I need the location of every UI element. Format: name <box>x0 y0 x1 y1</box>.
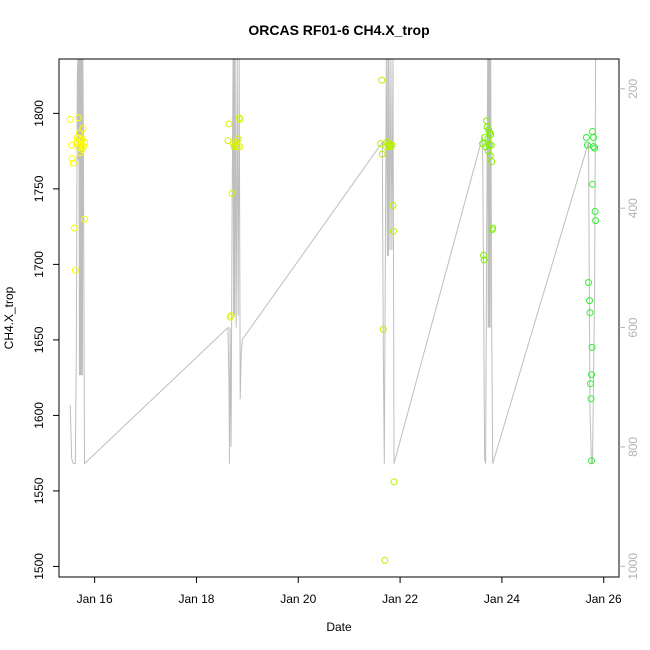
x-tick-label: Jan 24 <box>484 592 520 606</box>
x-tick-label: Jan 26 <box>586 592 622 606</box>
data-point <box>74 114 82 122</box>
x-tick-label: Jan 22 <box>382 592 418 606</box>
x-axis-label: Date <box>326 620 352 634</box>
y-tick-label: 1800 <box>32 100 46 127</box>
data-point <box>387 143 395 151</box>
data-point <box>231 141 239 149</box>
data-point <box>378 76 386 84</box>
pressure-trace-line <box>69 58 597 465</box>
data-point <box>226 313 234 321</box>
data-point <box>236 143 244 151</box>
data-point <box>589 128 596 135</box>
y-tick-label: 1600 <box>32 402 46 429</box>
data-point <box>70 224 78 232</box>
right-tick-label: 800 <box>626 437 640 457</box>
y-tick-label: 1550 <box>32 477 46 504</box>
data-point <box>388 141 396 149</box>
y-tick-label: 1500 <box>32 553 46 580</box>
data-point <box>377 140 385 148</box>
data-point <box>582 134 590 141</box>
data-point <box>588 457 595 465</box>
data-point <box>487 141 495 149</box>
data-point <box>390 227 397 235</box>
y-tick-label: 1750 <box>32 175 46 202</box>
data-point <box>589 180 596 188</box>
y-tick-label: 1650 <box>32 326 46 353</box>
pressure-trace-layer <box>69 58 597 465</box>
x-axis: Jan 16 Jan 18 Jan 20 Jan 22 Jan 24 Jan 26 <box>77 577 622 606</box>
data-point <box>587 395 595 403</box>
data-point <box>386 140 394 148</box>
data-point <box>68 141 76 149</box>
data-point <box>68 155 76 163</box>
right-tick-label: 1000 <box>626 553 640 580</box>
data-point <box>224 137 232 145</box>
data-point <box>485 126 493 134</box>
data-point <box>587 380 594 388</box>
data-point <box>389 202 397 209</box>
data-point <box>485 141 493 149</box>
data-point <box>585 279 592 286</box>
data-point <box>234 135 242 143</box>
data-point <box>489 224 497 232</box>
data-point <box>486 129 494 137</box>
data-point <box>66 115 74 123</box>
data-point <box>379 325 387 333</box>
data-point <box>236 115 244 123</box>
x-tick-label: Jan 20 <box>280 592 316 606</box>
data-point <box>586 297 593 305</box>
data-point <box>592 217 600 225</box>
right-tick-label: 200 <box>626 79 640 99</box>
data-point <box>225 120 233 128</box>
data-point <box>588 371 595 379</box>
data-points-layer <box>66 76 600 564</box>
data-point <box>381 556 389 564</box>
data-point <box>586 309 594 317</box>
data-point <box>488 158 496 166</box>
data-point <box>75 129 83 137</box>
data-point <box>233 143 241 151</box>
data-point <box>480 256 488 264</box>
data-point <box>71 266 79 274</box>
data-point <box>378 150 386 158</box>
data-point <box>591 144 599 152</box>
data-point <box>235 114 243 122</box>
right-tick-label: 600 <box>626 317 640 337</box>
chart-title: ORCAS RF01-6 CH4.X_trop <box>248 22 429 38</box>
data-point <box>81 138 88 146</box>
data-point <box>487 131 495 138</box>
y-tick-label: 1700 <box>32 251 46 278</box>
x-tick-label: Jan 16 <box>77 592 113 606</box>
data-point <box>79 143 87 151</box>
data-point <box>590 143 597 151</box>
data-point <box>390 478 398 486</box>
y-axis: 1500 1550 1600 1650 1700 1750 1800 <box>32 100 59 580</box>
data-point <box>588 343 596 351</box>
data-point <box>81 215 88 223</box>
data-point <box>590 134 597 141</box>
data-point <box>78 146 86 154</box>
data-point <box>228 189 236 197</box>
data-point <box>69 159 77 167</box>
data-point <box>227 312 235 320</box>
x-tick-label: Jan 18 <box>178 592 214 606</box>
data-point <box>79 125 87 132</box>
data-point <box>591 208 599 215</box>
plot-frame <box>58 58 620 578</box>
y-axis-label: CH4.X_trop <box>2 286 16 349</box>
right-tick-label: 400 <box>626 198 640 218</box>
data-point <box>480 251 488 259</box>
right-axis: 200 400 600 800 1000 <box>619 79 640 580</box>
